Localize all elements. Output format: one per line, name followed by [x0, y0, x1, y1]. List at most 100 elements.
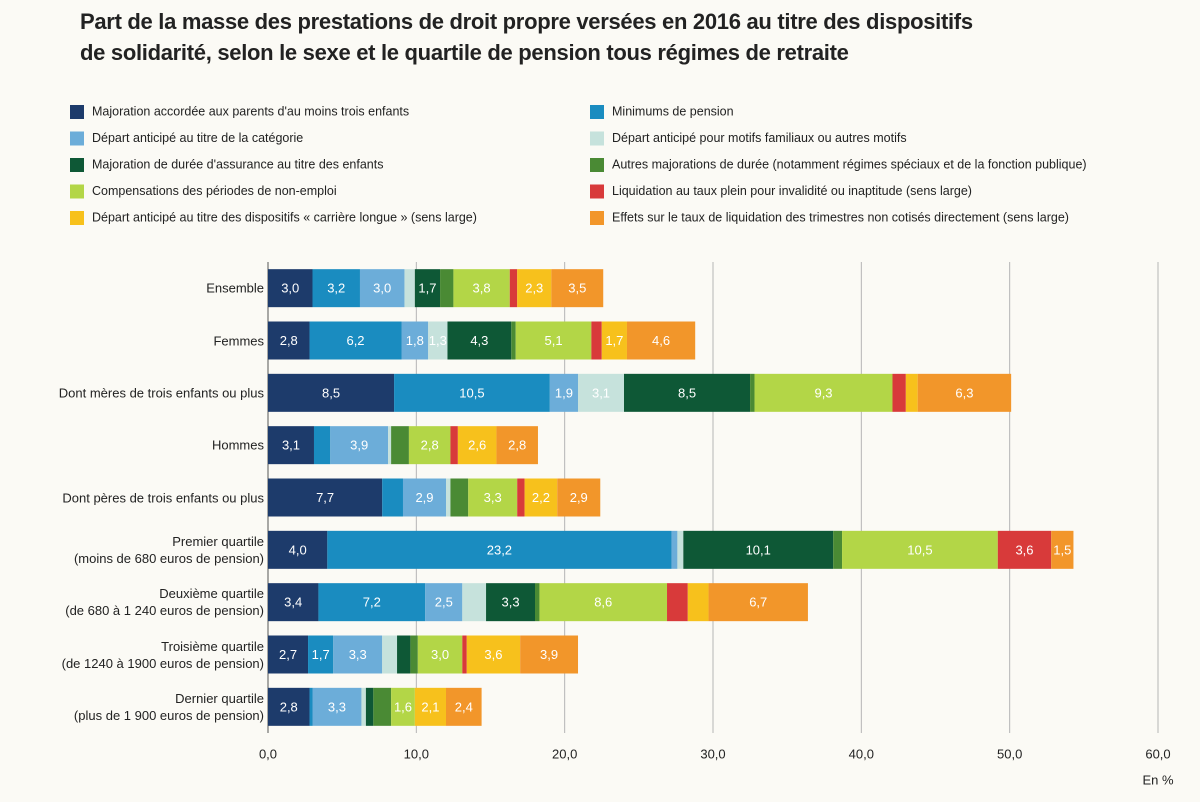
legend-label: Majoration accordée aux parents d'au moi…: [92, 104, 409, 118]
value-label: 2,3: [525, 281, 543, 296]
value-label: 2,5: [435, 595, 453, 610]
x-tick-label: 30,0: [700, 746, 725, 761]
bar-segment: [425, 583, 463, 622]
category-label: Hommes: [211, 437, 264, 453]
bar-segment: [388, 426, 392, 465]
bar-segment: [462, 635, 467, 674]
bar-segment: [365, 687, 374, 726]
bar-segment: [517, 269, 552, 308]
value-label: 3,0: [431, 647, 449, 662]
x-tick-label: 40,0: [849, 746, 874, 761]
bar-segment: [447, 321, 512, 360]
value-label: 7,7: [316, 490, 334, 505]
bar-segment: [394, 373, 550, 412]
value-label: 1,7: [605, 333, 623, 348]
value-label: 1,7: [312, 647, 330, 662]
legend-label: Départ anticipé au titre des dispositifs…: [92, 210, 477, 224]
bar-segment: [391, 687, 415, 726]
bar-segment: [524, 478, 558, 517]
legend-swatch: [590, 184, 604, 199]
legend-label: Effets sur le taux de liquidation des tr…: [612, 210, 1069, 224]
bar-segment: [450, 478, 469, 517]
legend-swatch: [70, 158, 84, 172]
bar-segment: [382, 635, 398, 674]
value-label: 1,5: [1053, 542, 1071, 557]
bar-segment: [754, 373, 893, 412]
value-label: 1,8: [406, 333, 424, 348]
bar-segment: [401, 321, 429, 360]
bar-segment: [404, 269, 415, 308]
value-label: 23,2: [487, 542, 512, 557]
bar-segment: [997, 530, 1052, 569]
value-label: 2,9: [570, 490, 588, 505]
bar-segment: [624, 373, 751, 412]
value-label: 1,9: [555, 385, 573, 400]
x-axis-label: En %: [1142, 772, 1174, 787]
bar-segment: [578, 373, 624, 412]
value-label: 3,4: [284, 595, 302, 610]
bar-segment: [450, 426, 458, 465]
legend-label: Liquidation au taux plein pour invalidit…: [612, 184, 972, 198]
bar-segment: [359, 269, 405, 308]
bar-segment: [601, 321, 627, 360]
bar-segment: [309, 687, 313, 726]
bar-segment: [382, 478, 403, 517]
legend-swatch: [590, 158, 604, 172]
value-label: 2,8: [280, 699, 298, 714]
value-label: 3,9: [540, 647, 558, 662]
category-label: Troisième quartile (de 1240 à 1900 euros…: [61, 638, 264, 671]
value-label: 8,5: [678, 385, 696, 400]
bar-segment: [539, 583, 668, 622]
bar-segment: [557, 478, 601, 517]
bar-segment: [318, 583, 426, 622]
value-label: 10,5: [459, 385, 484, 400]
bar-segment: [312, 687, 362, 726]
bar-segment: [327, 530, 672, 569]
value-label: 3,8: [473, 281, 491, 296]
bar-segment: [677, 530, 684, 569]
value-label: 3,3: [349, 647, 367, 662]
bar-segment: [268, 426, 314, 465]
legend-label: Départ anticipé au titre de la catégorie: [92, 131, 303, 145]
category-label: Ensemble: [206, 280, 264, 296]
bar-segment: [687, 583, 709, 622]
bar-segment: [446, 687, 482, 726]
x-tick-label: 10,0: [404, 746, 429, 761]
bar-segment: [333, 635, 383, 674]
value-label: 3,1: [592, 385, 610, 400]
bar-segment: [462, 583, 487, 622]
bar-segment: [833, 530, 843, 569]
bar-segment: [410, 635, 418, 674]
value-label: 1,3: [429, 333, 447, 348]
bar-segment: [905, 373, 918, 412]
bar-segment: [1051, 530, 1074, 569]
value-label: 4,3: [470, 333, 488, 348]
legend-label: Départ anticipé pour motifs familiaux ou…: [612, 131, 907, 145]
value-label: 5,1: [545, 333, 563, 348]
value-label: 1,6: [394, 699, 412, 714]
bar-segment: [892, 373, 906, 412]
bar-segment: [708, 583, 808, 622]
category-label: Dont mères de trois enfants ou plus: [58, 385, 264, 401]
category-label: Femmes: [213, 333, 264, 348]
value-label: 3,3: [501, 595, 519, 610]
legend-label: Minimums de pension: [612, 104, 734, 118]
value-label: 3,3: [328, 699, 346, 714]
legend-swatch: [70, 211, 84, 225]
bar-segment: [309, 321, 402, 360]
bar-segment: [750, 373, 755, 412]
legend-swatch: [70, 184, 84, 199]
bar-segment: [268, 478, 383, 517]
bar-segment: [402, 478, 446, 517]
bar-segment: [917, 373, 1012, 412]
value-label: 8,6: [594, 595, 612, 610]
legend-label: Majoration de durée d'assurance au titre…: [92, 157, 383, 171]
value-label: 7,2: [363, 595, 381, 610]
bar-segment: [408, 426, 451, 465]
bar-segment: [551, 269, 604, 308]
legend-swatch: [590, 131, 604, 146]
bar-segment: [373, 687, 392, 726]
bar-segment: [453, 269, 510, 308]
value-label: 3,6: [484, 647, 502, 662]
value-label: 2,8: [508, 438, 526, 453]
